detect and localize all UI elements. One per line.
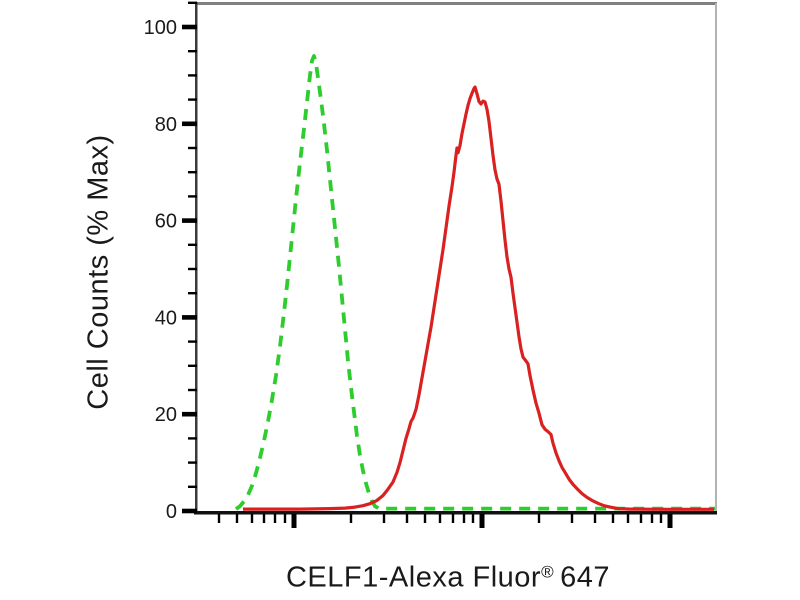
y-tick-label: 40 (155, 307, 177, 329)
y-axis-title: Cell Counts (% Max) (82, 134, 115, 410)
x-axis-title: CELF1-Alexa Fluor® 647 (286, 562, 610, 595)
y-tick-label: 100 (144, 17, 177, 39)
x-axis-title-suffix: 647 (560, 561, 611, 594)
y-tick-label: 80 (155, 114, 177, 136)
y-tick-label: 0 (166, 501, 177, 523)
plot-frame-top (197, 2, 717, 5)
x-axis-title-main: CELF1-Alexa Fluor (285, 561, 542, 594)
red-solid-curve (243, 85, 714, 511)
x-axis-line (194, 511, 717, 515)
green-dashed-curve (234, 54, 715, 511)
y-tick-label: 60 (155, 211, 177, 233)
plot-frame-right (715, 3, 717, 513)
registered-trademark-symbol: ® (541, 562, 555, 582)
y-axis-line (195, 2, 198, 514)
y-tick-label: 20 (155, 404, 177, 426)
